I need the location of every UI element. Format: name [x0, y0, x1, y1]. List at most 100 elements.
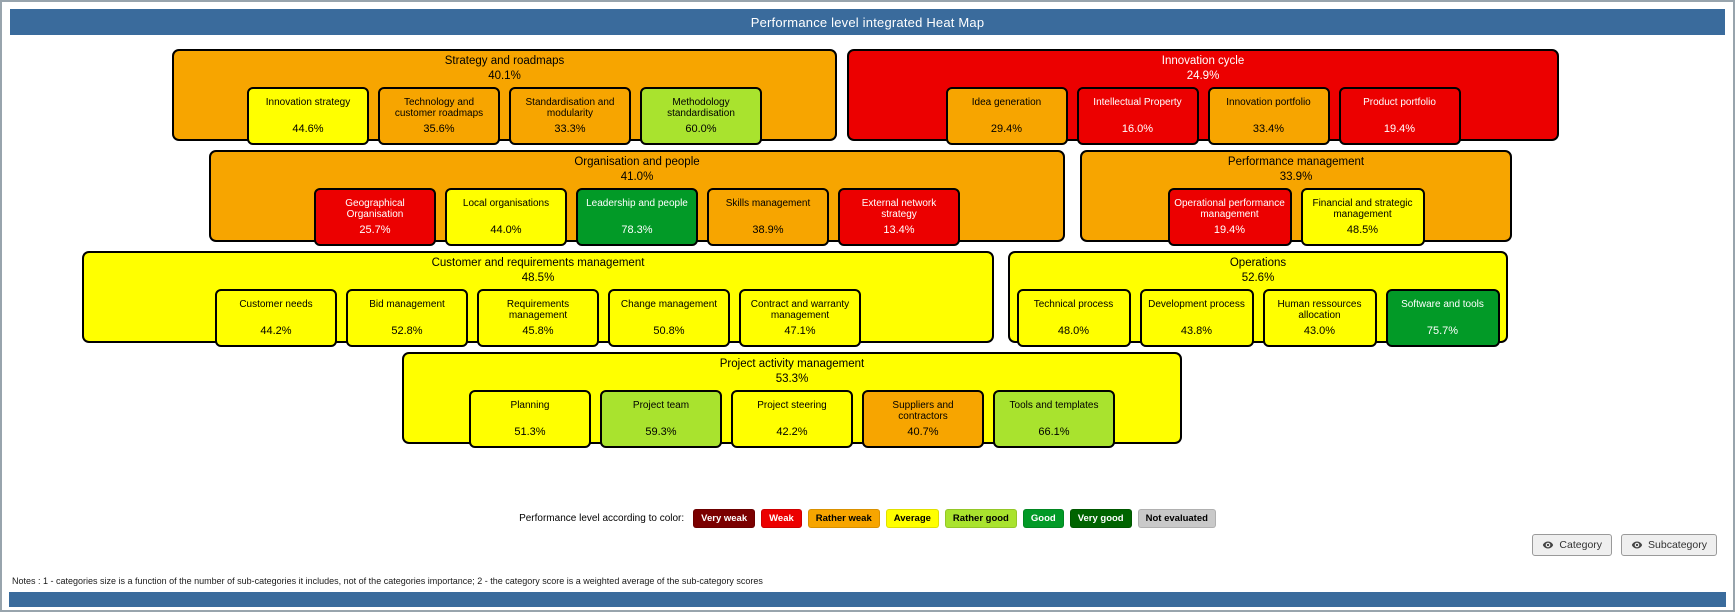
category-score: 48.5% [521, 271, 555, 284]
subcategory-local-organisations[interactable]: Local organisations 44.0% [445, 187, 567, 246]
button-label: Subcategory [1648, 539, 1707, 551]
category-name: Performance management [1227, 156, 1365, 168]
subcategory-button[interactable]: Subcategory [1621, 534, 1717, 556]
subcategory-row: Technical process 48.0% Development proces… [1010, 288, 1506, 347]
subcategory-score: 47.1% [784, 325, 816, 338]
subcategory-change-management[interactable]: Change management 50.8% [608, 288, 730, 347]
subcategory-score: 48.5% [1346, 224, 1379, 237]
visibility-icon [1543, 541, 1554, 549]
category-operations[interactable]: Operations 52.6% Technical process 48.0% Dev… [1008, 251, 1508, 347]
category-project-activity-management[interactable]: Project activity management 53.3% Planning… [402, 352, 1182, 448]
subcategory-development-process[interactable]: Development process 43.8% [1139, 288, 1254, 347]
action-buttons: Category Subcategory [1532, 534, 1717, 556]
subcategory-name: Tools and templates [1009, 399, 1099, 411]
subcategory-name: Customer needs [239, 298, 313, 310]
category-innovation-cycle[interactable]: Innovation cycle 24.9% Idea generation 29.4… [847, 49, 1559, 145]
subcategory-planning[interactable]: Planning 51.3% [469, 389, 591, 448]
subcategory-name: Intellectual Property [1093, 96, 1182, 108]
subcategory-name: Technical process [1033, 298, 1114, 310]
legend-chips: Very weak Weak Rather weak Average Rather go… [693, 509, 1216, 528]
legend-chip-very-good: Very good [1069, 509, 1132, 528]
page-title: Performance level integrated Heat Map [750, 14, 985, 30]
subcategory-external-network-strategy[interactable]: External network strategy 13.4% [838, 187, 960, 246]
subcategory-name: Project team [632, 399, 690, 411]
subcategory-bid-management[interactable]: Bid management 52.8% [346, 288, 468, 347]
subcategory-name: Bid management [369, 298, 445, 310]
subcategory-skills-management[interactable]: Skills management 38.9% [707, 187, 829, 246]
subcategory-financial-and-strategic-management[interactable]: Financial and strategic management 48.5% [1300, 187, 1425, 246]
subcategory-name: Skills management [725, 197, 811, 209]
subcategory-score: 42.2% [776, 426, 808, 439]
legend-chip-rather-good: Rather good [944, 509, 1017, 528]
subcategory-row: Operational performance management 19.4% F… [1082, 187, 1510, 246]
subcategory-idea-generation[interactable]: Idea generation 29.4% [945, 86, 1068, 145]
subcategory-customer-needs[interactable]: Customer needs 44.2% [215, 288, 337, 347]
subcategory-innovation-portfolio[interactable]: Innovation portfolio 33.4% [1207, 86, 1330, 145]
subcategory-software-and-tools[interactable]: Software and tools 75.7% [1385, 288, 1500, 347]
category-header: Innovation cycle 24.9% [849, 51, 1557, 84]
subcategory-project-steering[interactable]: Project steering 42.2% [731, 389, 853, 448]
subcategory-intellectual-property[interactable]: Intellectual Property 16.0% [1076, 86, 1199, 145]
subcategory-row: Planning 51.3% Project team 59.3% Project st… [404, 389, 1180, 448]
subcategory-name: Innovation portfolio [1226, 96, 1311, 108]
category-performance-management[interactable]: Performance management 33.9% Operational p… [1080, 150, 1512, 246]
header-bar: Performance level integrated Heat Map [10, 9, 1725, 35]
category-name: Project activity management [719, 358, 865, 370]
category-score: 53.3% [775, 372, 809, 385]
subcategory-score: 75.7% [1426, 325, 1459, 338]
category-strategy-and-roadmaps[interactable]: Strategy and roadmaps 40.1% Innovation str… [172, 49, 837, 145]
subcategory-score: 33.3% [554, 123, 586, 136]
subcategory-technical-process[interactable]: Technical process 48.0% [1016, 288, 1131, 347]
category-header: Organisation and people 41.0% [211, 152, 1063, 185]
subcategory-name: Software and tools [1401, 298, 1484, 310]
subcategory-name: Change management [620, 298, 718, 310]
subcategory-technology-and-customer-roadmaps[interactable]: Technology and customer roadmaps 35.6% [378, 86, 500, 145]
subcategory-row: Innovation strategy 44.6% Technology and c… [174, 86, 835, 145]
subcategory-geographical-organisation[interactable]: Geographical Organisation 25.7% [314, 187, 436, 246]
category-score: 33.9% [1279, 170, 1313, 183]
subcategory-name: Contract and warranty management [750, 298, 850, 322]
subcategory-name: Product portfolio [1363, 96, 1436, 108]
notes-text: Notes : 1 - categories size is a functio… [12, 576, 763, 586]
subcategory-score: 38.9% [752, 224, 784, 237]
subcategory-name: Geographical Organisation [345, 197, 405, 221]
subcategory-standardisation-and-modularity[interactable]: Standardisation and modularity 33.3% [509, 86, 631, 145]
category-name: Organisation and people [574, 156, 700, 168]
category-header: Performance management 33.9% [1082, 152, 1510, 185]
category-organisation-and-people[interactable]: Organisation and people 41.0% Geographical… [209, 150, 1065, 246]
category-header: Strategy and roadmaps 40.1% [174, 51, 835, 84]
subcategory-name: Local organisations [462, 197, 550, 209]
subcategory-score: 78.3% [621, 224, 653, 237]
subcategory-score: 50.8% [653, 325, 685, 338]
category-score: 40.1% [488, 69, 521, 82]
subcategory-score: 45.8% [522, 325, 554, 338]
subcategory-name: Development process [1148, 298, 1245, 310]
subcategory-score: 16.0% [1121, 123, 1154, 136]
category-button[interactable]: Category [1532, 534, 1613, 556]
subcategory-score: 19.4% [1213, 224, 1246, 237]
subcategory-tools-and-templates[interactable]: Tools and templates 66.1% [993, 389, 1115, 448]
category-name: Innovation cycle [1161, 55, 1245, 67]
subcategory-name: Innovation strategy [265, 96, 351, 108]
subcategory-name: Requirements management [506, 298, 570, 322]
subcategory-operational-performance-management[interactable]: Operational performance management 19.4% [1167, 187, 1292, 246]
subcategory-project-team[interactable]: Project team 59.3% [600, 389, 722, 448]
legend-chip-not-evaluated: Not evaluated [1137, 509, 1216, 528]
subcategory-score: 48.0% [1057, 325, 1090, 338]
subcategory-name: Planning [510, 399, 550, 411]
legend-chip-rather-weak: Rather weak [807, 509, 880, 528]
subcategory-score: 13.4% [883, 224, 915, 237]
subcategory-product-portfolio[interactable]: Product portfolio 19.4% [1338, 86, 1461, 145]
subcategory-suppliers-and-contractors[interactable]: Suppliers and contractors 40.7% [862, 389, 984, 448]
subcategory-requirements-management[interactable]: Requirements management 45.8% [477, 288, 599, 347]
category-customer-and-requirements-management[interactable]: Customer and requirements management 48.5… [82, 251, 994, 347]
subcategory-contract-and-warranty-management[interactable]: Contract and warranty management 47.1% [739, 288, 861, 347]
subcategory-innovation-strategy[interactable]: Innovation strategy 44.6% [247, 86, 369, 145]
subcategory-leadership-and-people[interactable]: Leadership and people 78.3% [576, 187, 698, 246]
subcategory-human-ressources-allocation[interactable]: Human ressources allocation 43.0% [1262, 288, 1377, 347]
subcategory-methodology-standardisation[interactable]: Methodology standardisation 60.0% [640, 86, 762, 145]
legend-chip-very-weak: Very weak [693, 509, 756, 528]
subcategory-name: Suppliers and contractors [892, 399, 954, 423]
subcategory-name: Methodology standardisation [667, 96, 735, 120]
legend-chip-average: Average [885, 509, 939, 528]
